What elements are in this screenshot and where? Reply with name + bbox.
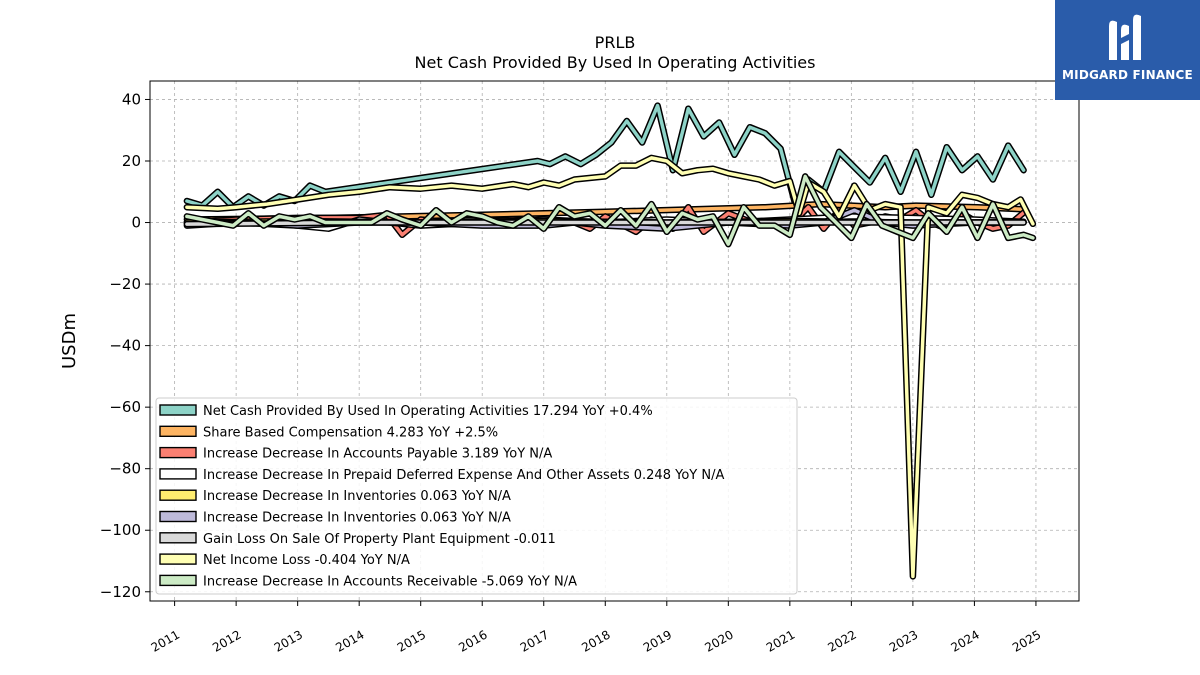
legend-swatch-1 <box>159 425 197 437</box>
chart-title: PRLB <box>595 33 636 52</box>
plot-frame <box>149 80 1080 602</box>
y-tick-label-4: −40 <box>109 337 141 355</box>
x-tick-label-1: 2012 <box>210 627 243 654</box>
legend-entry-5: Increase Decrease In Inventories 0.063 Y… <box>203 511 511 526</box>
x-tick-label-14: 2025 <box>1010 627 1043 654</box>
legend-swatch-8 <box>159 574 197 587</box>
x-tick-label-4: 2015 <box>395 627 428 654</box>
y-axis: 40 20 0 −20 −40 −60 −80 −100 −120 <box>100 90 150 601</box>
series-1 <box>183 200 1027 223</box>
x-tick-label-7: 2018 <box>579 627 612 654</box>
legend-swatch-3 <box>159 468 197 480</box>
legend-swatch-7 <box>159 553 197 565</box>
plot-series <box>183 102 1037 580</box>
brand-logo: MIDGARD FINANCE <box>1055 0 1200 100</box>
legend-entry-7: Net Income Loss -0.404 YoY N/A <box>203 553 410 568</box>
x-tick-label-6: 2017 <box>518 627 551 654</box>
x-tick-label-5: 2016 <box>456 627 489 654</box>
legend-entry-2: Increase Decrease In Accounts Payable 3.… <box>203 447 552 462</box>
x-tick-label-0: 2011 <box>149 627 182 654</box>
legend-box <box>155 397 798 595</box>
legend-entry-8: Increase Decrease In Accounts Receivable… <box>203 574 577 589</box>
x-tick-label-12: 2023 <box>887 627 920 654</box>
x-axis: 2011 2012 2013 2014 2015 2016 2017 2018 2019 2020… <box>149 601 1043 655</box>
legend-swatch-6 <box>159 532 197 544</box>
y-tick-label-2: 0 <box>131 214 141 232</box>
legend: Net Cash Provided By Used In Operating A… <box>155 397 798 595</box>
series-line-8 <box>185 174 1035 246</box>
legend-swatch-4 <box>159 489 197 501</box>
x-tick-label-13: 2024 <box>948 627 981 654</box>
x-tick-label-10: 2021 <box>764 627 797 654</box>
series-line-7 <box>185 156 1035 579</box>
series-8 <box>183 173 1037 248</box>
y-tick-label-1: 20 <box>122 152 141 170</box>
legend-entry-3: Increase Decrease In Prepaid Deferred Ex… <box>203 468 724 483</box>
midgard-logo-icon <box>1109 14 1141 61</box>
x-tick-label-3: 2014 <box>333 627 366 654</box>
y-axis-label: USDm <box>59 313 80 369</box>
y-tick-label-6: −80 <box>109 460 141 478</box>
legend-entry-0: Net Cash Provided By Used In Operating A… <box>203 404 653 419</box>
x-tick-label-11: 2022 <box>825 627 858 654</box>
legend-entry-4: Increase Decrease In Inventories 0.063 Y… <box>203 489 511 504</box>
legend-entry-6: Gain Loss On Sale Of Property Plant Equi… <box>203 532 556 547</box>
legend-swatch-0 <box>159 404 197 416</box>
x-tick-label-9: 2020 <box>702 627 735 654</box>
y-tick-label-7: −100 <box>100 521 141 539</box>
chart-subtitle: Net Cash Provided By Used In Operating A… <box>415 53 816 72</box>
series-line-1 <box>185 202 1026 222</box>
series-7 <box>183 154 1037 580</box>
x-tick-label-2: 2013 <box>272 627 305 654</box>
brand-name: MIDGARD FINANCE <box>1062 68 1193 82</box>
legend-swatch-5 <box>159 510 197 523</box>
y-tick-label-3: −20 <box>109 275 141 293</box>
y-tick-label-8: −120 <box>100 583 141 601</box>
legend-entry-1: Share Based Compensation 4.283 YoY +2.5% <box>203 425 498 440</box>
y-tick-label-0: 40 <box>122 90 141 108</box>
y-tick-label-5: −60 <box>109 398 141 416</box>
legend-swatch-2 <box>159 446 197 459</box>
x-tick-label-8: 2019 <box>641 627 674 654</box>
